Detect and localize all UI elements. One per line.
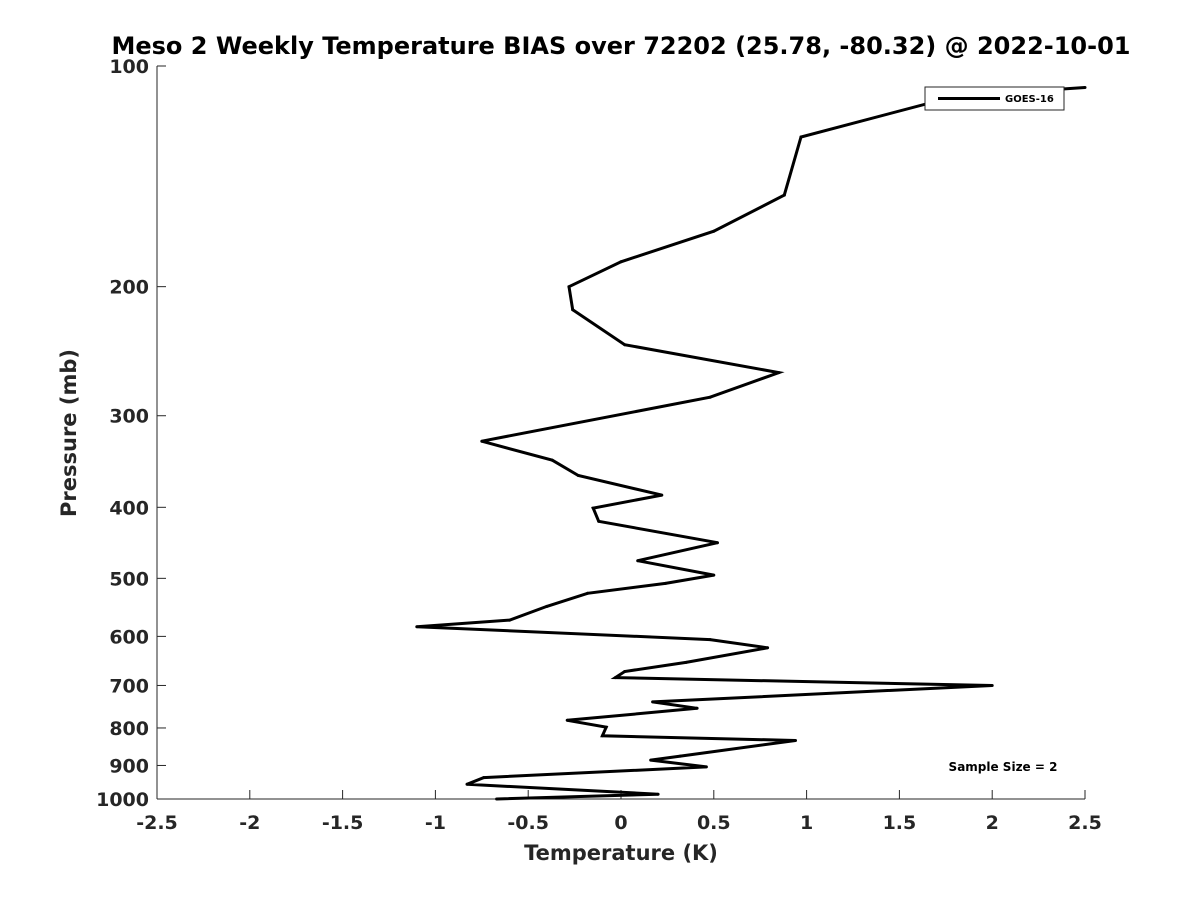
data-point xyxy=(664,581,667,585)
data-point xyxy=(704,765,708,769)
y-tick-label: 700 xyxy=(109,675,149,697)
series-line-goes-16 xyxy=(416,86,1086,801)
y-tick-label: 200 xyxy=(109,277,149,299)
data-point xyxy=(712,573,716,577)
data-point xyxy=(636,559,640,563)
y-tick-label: 800 xyxy=(109,718,149,740)
y-tick-label: 400 xyxy=(109,497,149,519)
data-point xyxy=(591,506,595,510)
data-point xyxy=(716,541,719,545)
chart-title: Meso 2 Weekly Temperature BIAS over 7220… xyxy=(111,32,1130,60)
data-point xyxy=(482,776,486,780)
data-point xyxy=(619,260,623,264)
y-tick-label: 600 xyxy=(109,626,149,648)
data-point xyxy=(415,625,419,629)
data-point xyxy=(649,758,653,762)
data-point xyxy=(571,308,575,312)
data-point xyxy=(990,684,994,687)
x-tick-label: -2 xyxy=(239,812,260,834)
x-tick-label: 1.5 xyxy=(883,812,917,834)
data-point xyxy=(550,458,554,462)
x-tick-label: 0.5 xyxy=(697,812,731,834)
data-point xyxy=(708,395,712,399)
data-point xyxy=(708,638,712,642)
data-point xyxy=(567,285,571,289)
data-point xyxy=(565,718,569,722)
x-axis-label: Temperature (K) xyxy=(524,841,718,865)
series-group xyxy=(415,86,1087,801)
data-point xyxy=(799,135,803,139)
data-point xyxy=(480,439,484,443)
data-point xyxy=(623,343,627,347)
x-tick-label: -2.5 xyxy=(136,812,178,834)
y-tick-label: 100 xyxy=(109,56,149,78)
x-axis-ticks: -2.5 -2 -1.5 -1 -0.5 0 0.5 1 1.5 2 2.5 xyxy=(136,790,1102,834)
data-point xyxy=(465,782,469,786)
data-point xyxy=(660,493,664,497)
data-point xyxy=(1083,86,1087,89)
data-point xyxy=(794,739,797,742)
data-point xyxy=(613,676,617,680)
y-tick-label: 300 xyxy=(109,406,149,428)
data-point xyxy=(678,754,682,758)
data-point xyxy=(604,725,608,729)
y-axis-ticks: 100 200 300 400 500 600 700 800 900 1000 xyxy=(96,56,166,811)
data-point xyxy=(782,193,786,197)
sample-size-annotation: Sample Size = 2 xyxy=(949,760,1058,774)
y-tick-label: 1000 xyxy=(96,789,149,811)
data-point xyxy=(623,670,627,673)
data-point xyxy=(586,591,590,595)
x-tick-label: 0 xyxy=(614,812,627,834)
data-point xyxy=(766,646,770,650)
data-point xyxy=(651,700,655,704)
data-point xyxy=(695,706,699,710)
x-tick-label: 2 xyxy=(986,812,999,834)
x-tick-label: -1.5 xyxy=(322,812,364,834)
data-point xyxy=(597,519,601,523)
data-point xyxy=(712,229,716,233)
data-point xyxy=(777,371,781,375)
data-point xyxy=(684,660,688,664)
legend-label-goes-16: GOES-16 xyxy=(1005,94,1054,105)
y-axis-label: Pressure (mb) xyxy=(57,349,81,517)
y-tick-label: 900 xyxy=(109,755,149,777)
legend: GOES-16 xyxy=(924,86,1065,111)
data-point xyxy=(600,734,604,738)
data-point xyxy=(508,618,512,622)
x-tick-label: 2.5 xyxy=(1068,812,1102,834)
x-tick-label: 1 xyxy=(800,812,813,834)
data-point xyxy=(545,604,549,608)
data-point xyxy=(576,474,580,477)
x-tick-label: -0.5 xyxy=(507,812,549,834)
y-tick-label: 500 xyxy=(109,568,149,590)
x-tick-label: -1 xyxy=(425,812,446,834)
data-point xyxy=(495,797,499,801)
data-point xyxy=(656,792,660,796)
